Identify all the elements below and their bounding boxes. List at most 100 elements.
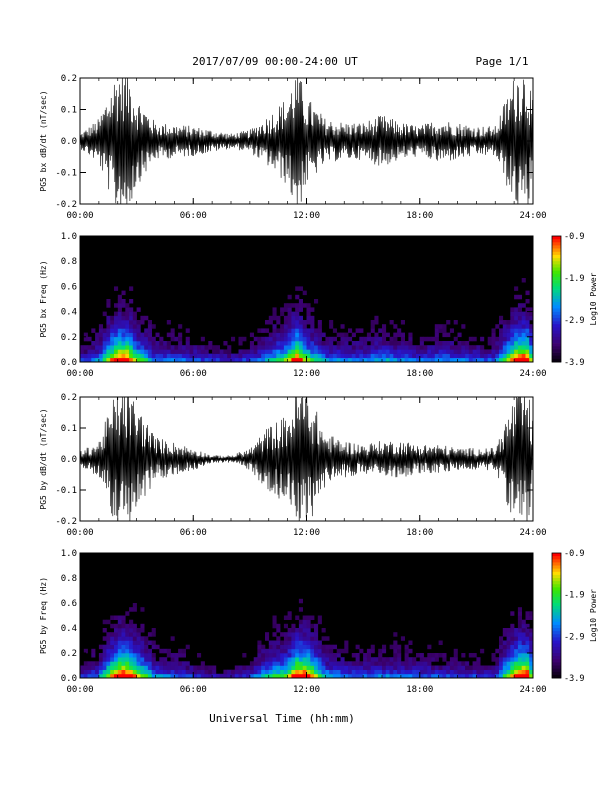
spectrogram-cell: [344, 648, 349, 654]
spectrogram-cell: [298, 286, 303, 291]
spectrogram-cell: [98, 653, 103, 658]
spectrogram-cell: [185, 353, 190, 359]
spectrogram-cell: [329, 324, 334, 329]
spectrogram-cell: [502, 644, 507, 650]
spectrogram-cell: [499, 665, 504, 670]
colorbar-segment: [552, 245, 561, 249]
spectrogram-cell: [114, 628, 119, 633]
spectrogram-cell: [517, 611, 522, 616]
spectrogram-cell: [178, 648, 183, 654]
spectrogram-cell: [174, 657, 179, 662]
spectrogram-cell: [404, 665, 409, 670]
spectrogram-cell: [208, 341, 213, 346]
spectrogram-cell: [114, 669, 119, 675]
spectrogram-cell: [121, 644, 126, 650]
spectrogram-cell: [140, 336, 145, 342]
spectrogram-cell: [102, 665, 107, 670]
spectrogram-cell: [257, 336, 262, 342]
spectrogram-cell: [359, 665, 364, 670]
spectrogram-cell: [261, 345, 266, 350]
spectrogram-cell: [385, 345, 390, 350]
spectrogram-cell: [306, 657, 311, 662]
spectrogram-cell: [521, 636, 526, 641]
spectrogram-cell: [506, 673, 511, 679]
spectrogram-cell: [276, 328, 281, 333]
spectrogram-cell: [129, 349, 134, 354]
spectrogram-cell: [370, 669, 375, 675]
spectrogram-cell: [525, 320, 530, 325]
spectrogram-cell: [163, 345, 168, 350]
spectrogram-cell: [212, 669, 217, 675]
spectrogram-cell: [91, 661, 96, 666]
spectrogram-cell: [348, 669, 353, 675]
spectrogram-cell: [476, 661, 481, 666]
spectrogram-cell: [366, 657, 371, 662]
spectrogram-cell: [83, 648, 88, 654]
spectrogram-cell: [351, 661, 356, 666]
spectrogram-cell: [295, 632, 300, 637]
spectrogram-cell: [348, 336, 353, 342]
spectrogram-cell: [457, 341, 462, 346]
spectrogram-cell: [314, 328, 319, 333]
colorbar-segment: [552, 302, 561, 306]
spectrogram-cell: [355, 673, 360, 679]
spectrogram-cell: [525, 636, 530, 641]
spectrogram-cell: [283, 657, 288, 662]
y-tick-label: -0.2: [55, 200, 77, 210]
spectrogram-cell: [302, 665, 307, 670]
spectrogram-cell: [110, 315, 115, 321]
spectrogram-cell: [291, 303, 296, 308]
spectrogram-cell: [370, 657, 375, 662]
spectrogram-cell: [140, 644, 145, 650]
spectrogram-cell: [147, 665, 152, 670]
spectrogram-cell: [298, 632, 303, 637]
spectrogram-cell: [366, 332, 371, 338]
spectrogram-cell: [329, 657, 334, 662]
spectrogram-cell: [174, 345, 179, 350]
spectrogram-cell: [431, 349, 436, 354]
spectrogram-cell: [306, 640, 311, 645]
spectrogram-cell: [468, 669, 473, 675]
spectrogram-cell: [185, 357, 190, 363]
spectrogram-cell: [136, 341, 141, 346]
spectrogram-cell: [265, 336, 270, 342]
spectrogram-cell: [136, 636, 141, 641]
spectrogram-cell: [298, 299, 303, 304]
spectrogram-cell: [117, 299, 122, 304]
x-tick-label: 18:00: [406, 211, 433, 221]
spectrogram-cell: [219, 357, 224, 363]
spectrogram-cell: [336, 665, 341, 670]
spectrogram-cell: [521, 328, 526, 333]
spectrogram-cell: [382, 336, 387, 342]
spectrogram-cell: [487, 669, 492, 675]
spectrogram-cell: [298, 640, 303, 645]
spectrogram-cell: [366, 648, 371, 654]
spectrogram-cell: [446, 669, 451, 675]
spectrogram-cell: [310, 636, 315, 641]
spectrogram-cell: [506, 324, 511, 329]
colorbar-tick-label: -1.9: [564, 591, 584, 601]
spectrogram-cell: [106, 648, 111, 654]
spectrogram-cell: [234, 353, 239, 359]
spectrogram-cell: [453, 336, 458, 342]
spectrogram-cell: [170, 357, 175, 363]
spectrogram-cell: [510, 324, 515, 329]
spectrogram-cell: [495, 673, 500, 679]
spectrogram-cell: [393, 353, 398, 359]
spectrogram-cell: [419, 657, 424, 662]
spectrogram-cell: [106, 669, 111, 675]
spectrogram-cell: [261, 349, 266, 354]
spectrogram-cell: [529, 644, 534, 650]
spectrogram-cell: [125, 303, 130, 308]
spectrogram-cell: [476, 657, 481, 662]
spectrogram-cell: [336, 653, 341, 658]
spectrogram-cell: [234, 665, 239, 670]
x-tick-label: 00:00: [66, 211, 93, 221]
spectrogram-cell: [442, 324, 447, 329]
spectrogram-cell: [132, 644, 137, 650]
spectrogram-cell: [272, 315, 277, 321]
spectrogram-cell: [132, 632, 137, 637]
spectrogram-cell: [389, 657, 394, 662]
spectrogram-cell: [404, 345, 409, 350]
spectrogram-cell: [499, 661, 504, 666]
